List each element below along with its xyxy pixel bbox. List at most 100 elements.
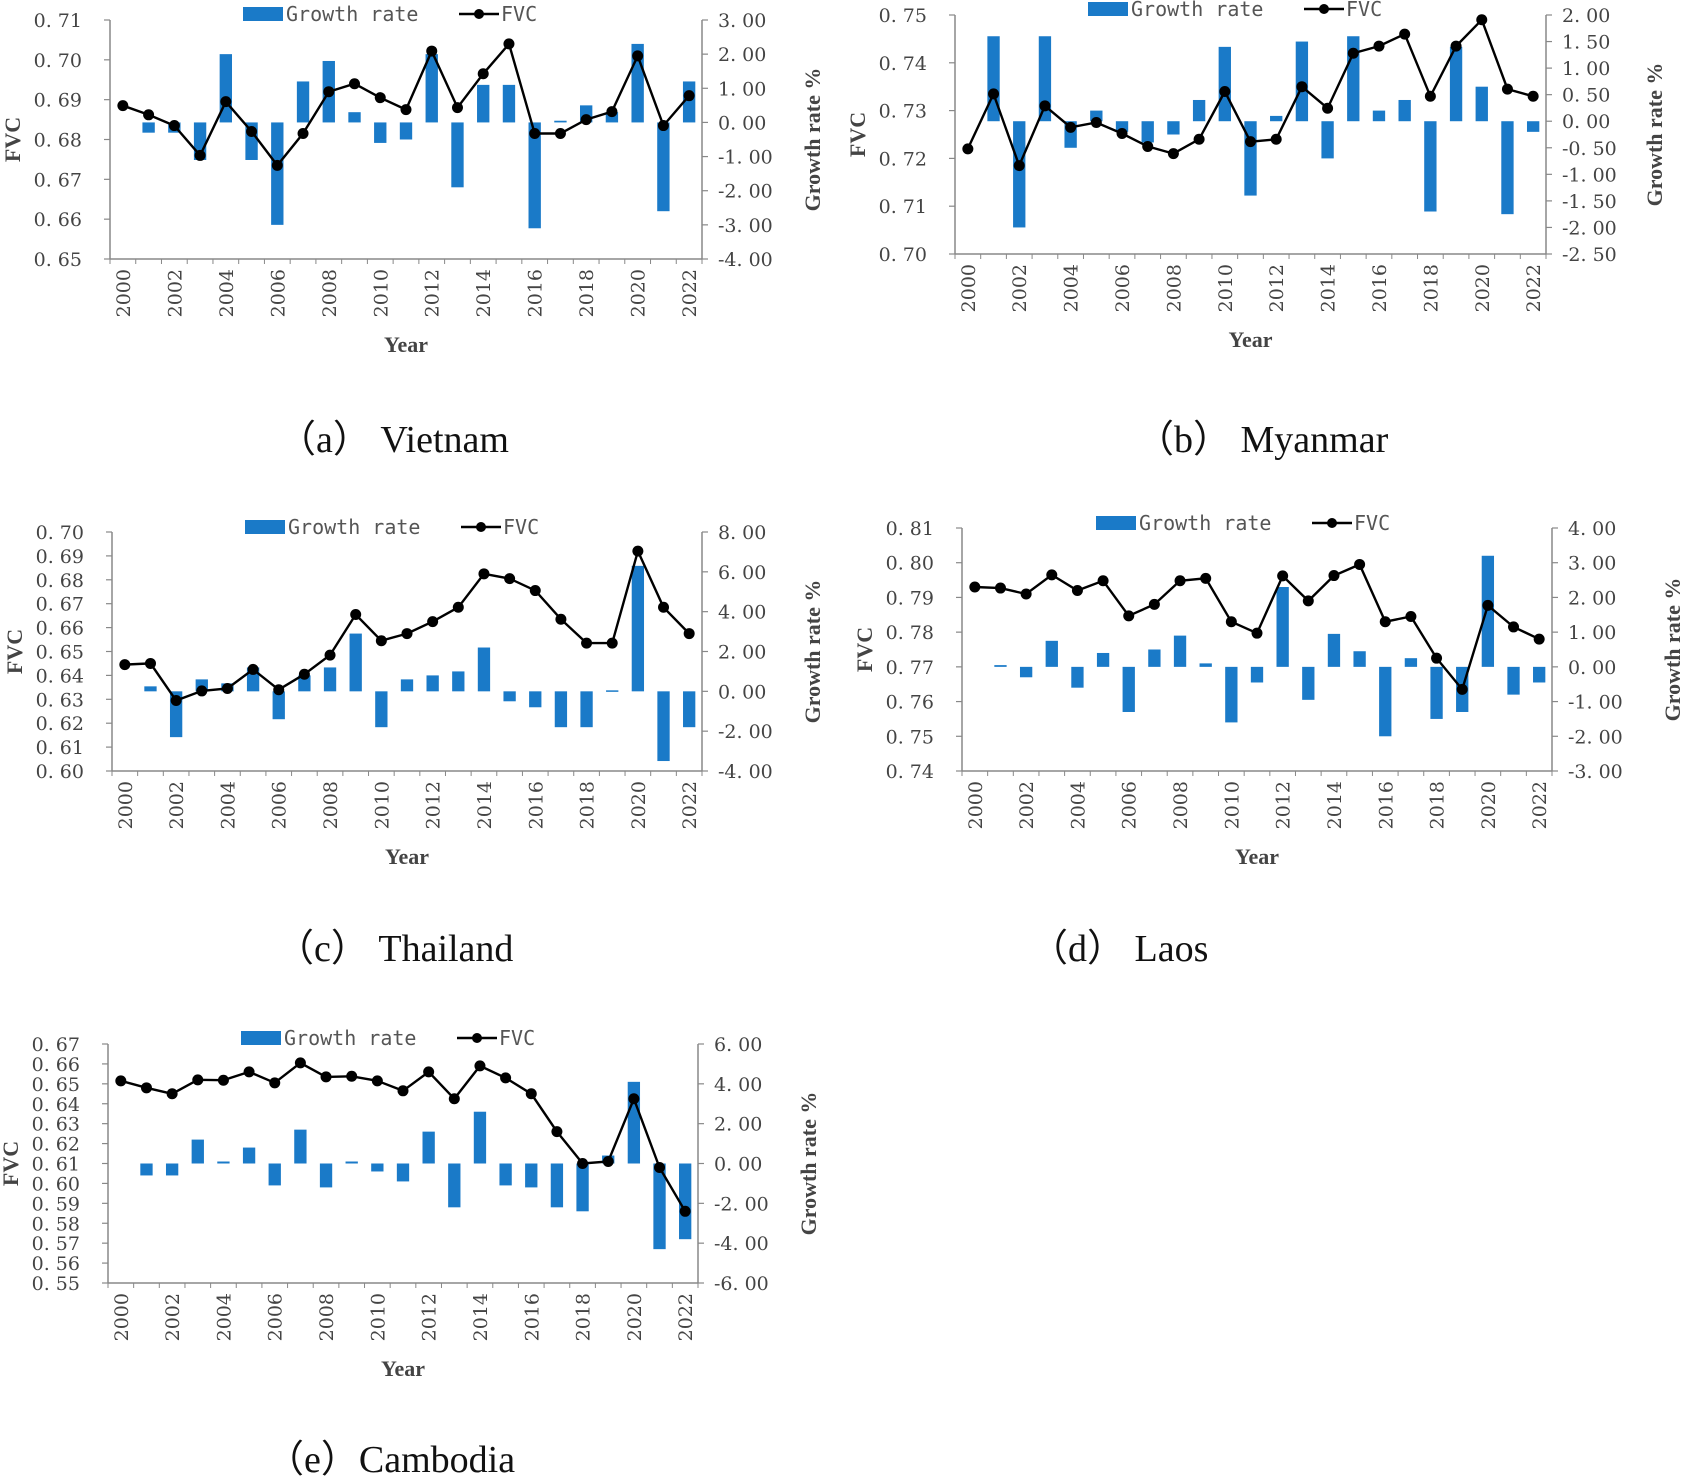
y-tick-label: 0. 61: [32, 1154, 80, 1176]
growth-rate-bar: [605, 112, 619, 123]
fvc-point: [554, 128, 566, 140]
fvc-point: [371, 1075, 383, 1087]
chart-panel-0: 0. 65 0. 66 0. 67 0. 68 0. 69 0. 70 0. 71 -4. 0…: [0, 2, 825, 461]
fvc-point: [350, 608, 362, 620]
legend-bar-label: Growth rate: [286, 2, 418, 26]
growth-rate-bar: [349, 633, 362, 692]
fvc-point: [1225, 616, 1237, 628]
x-axis-title: Year: [385, 844, 429, 869]
y-tick-label: 0. 80: [886, 553, 934, 575]
fvc-point: [1354, 558, 1366, 570]
fvc-point: [324, 649, 336, 661]
x-tick-label: 2022: [679, 269, 701, 317]
x-tick-label: 2012: [419, 1293, 441, 1341]
fvc-point: [1013, 160, 1025, 172]
growth-rate-bar: [502, 84, 516, 123]
fvc-point: [679, 1205, 691, 1217]
x-axis-title: Year: [384, 332, 428, 357]
y2-tick-label: 6. 00: [714, 1034, 762, 1056]
x-tick-label: 2018: [1420, 264, 1442, 312]
y-tick-label: 0. 68: [36, 570, 84, 592]
growth-rate-bar: [1424, 121, 1437, 212]
fvc-point: [1142, 140, 1154, 152]
fvc-point: [1482, 599, 1494, 611]
x-tick-label: 2000: [958, 264, 980, 312]
y-tick-label: 0. 63: [36, 689, 84, 711]
fvc-point: [140, 1082, 152, 1094]
fvc-point: [1251, 627, 1263, 639]
fvc-point: [1347, 47, 1359, 59]
y-tick-label: 0. 60: [32, 1173, 80, 1195]
fvc-point: [349, 78, 361, 90]
y2-tick-label: 2. 00: [718, 44, 766, 66]
x-tick-label: 2000: [115, 781, 137, 829]
y-tick-label: 0. 67: [32, 1034, 80, 1056]
growth-rate-bar: [1045, 640, 1058, 667]
x-tick-label: 2020: [624, 1293, 646, 1341]
growth-rate-bar: [1379, 666, 1392, 737]
fvc-point: [1193, 133, 1205, 145]
legend: Growth rate FVC: [243, 2, 537, 26]
x-tick-label: 2008: [320, 781, 342, 829]
y-tick-label: 0. 73: [879, 101, 927, 123]
legend-line-label: FVC: [1354, 511, 1390, 535]
y2-tick-label: -6. 00: [714, 1273, 769, 1295]
fvc-point: [1090, 117, 1102, 129]
fvc-point: [448, 1093, 460, 1105]
x-axis-title: Year: [381, 1356, 425, 1381]
y-tick-label: 0. 76: [886, 692, 934, 714]
fvc-point: [503, 38, 515, 50]
growth-rate-bar: [296, 81, 310, 123]
growth-rate-bar: [396, 1163, 410, 1182]
fvc-point: [1200, 572, 1212, 584]
growth-rate-bar: [499, 1163, 512, 1186]
fvc-point: [1296, 81, 1308, 93]
growth-rate-bar: [1430, 666, 1443, 719]
y-tick-label: 0. 59: [32, 1193, 80, 1215]
x-tick-label: 2014: [470, 1293, 492, 1341]
x-tick-label: 2016: [1369, 264, 1391, 312]
fvc-point: [1302, 595, 1314, 607]
x-tick-label: 2008: [1163, 264, 1185, 312]
y-tick-label: 0. 81: [886, 518, 934, 540]
fvc-point: [994, 582, 1006, 594]
growth-rate-bar: [1167, 121, 1180, 135]
fvc-point: [658, 601, 670, 613]
fvc-point: [221, 683, 233, 695]
fvc-point: [1456, 683, 1468, 695]
x-tick-label: 2022: [1529, 781, 1551, 829]
fvc-point: [478, 568, 490, 580]
x-tick-label: 2014: [474, 781, 496, 829]
x-tick-label: 2016: [521, 1293, 543, 1341]
growth-rate-bar: [1090, 110, 1103, 122]
growth-rate-bar: [191, 1139, 204, 1164]
fvc-point: [298, 668, 310, 680]
fvc-point: [220, 96, 232, 108]
growth-rate-bar: [525, 1163, 538, 1188]
y2-tick-label: 1. 50: [1562, 32, 1610, 54]
panel-caption: （e）Cambodia: [266, 1439, 515, 1481]
growth-rate-bar: [1353, 651, 1366, 667]
fvc-point: [247, 663, 259, 675]
fvc-point: [1508, 621, 1520, 633]
y2-tick-label: -2. 00: [718, 181, 773, 203]
y-tick-label: 0. 66: [36, 618, 84, 640]
fvc-point: [606, 106, 618, 118]
fvc-point: [1245, 136, 1256, 148]
growth-rate-bar: [1533, 666, 1546, 683]
growth-rate-bar: [679, 1163, 692, 1240]
growth-rate-bar: [319, 1163, 333, 1188]
growth-rate-bar: [1122, 666, 1135, 712]
x-tick-label: 2020: [628, 269, 650, 317]
panel-caption: （c） Thailand: [276, 928, 513, 970]
fvc-point: [1527, 90, 1539, 102]
growth-rate-bar: [683, 691, 696, 728]
fvc-point: [117, 100, 129, 112]
y-tick-label: 0. 63: [32, 1114, 80, 1136]
fvc-point: [1424, 90, 1436, 102]
growth-rate-bar: [271, 122, 284, 225]
legend: Growth rate FVC: [1096, 511, 1390, 535]
fvc-point: [1020, 588, 1032, 600]
x-tick-label: 2010: [1215, 264, 1237, 312]
fvc-point: [1277, 570, 1289, 582]
